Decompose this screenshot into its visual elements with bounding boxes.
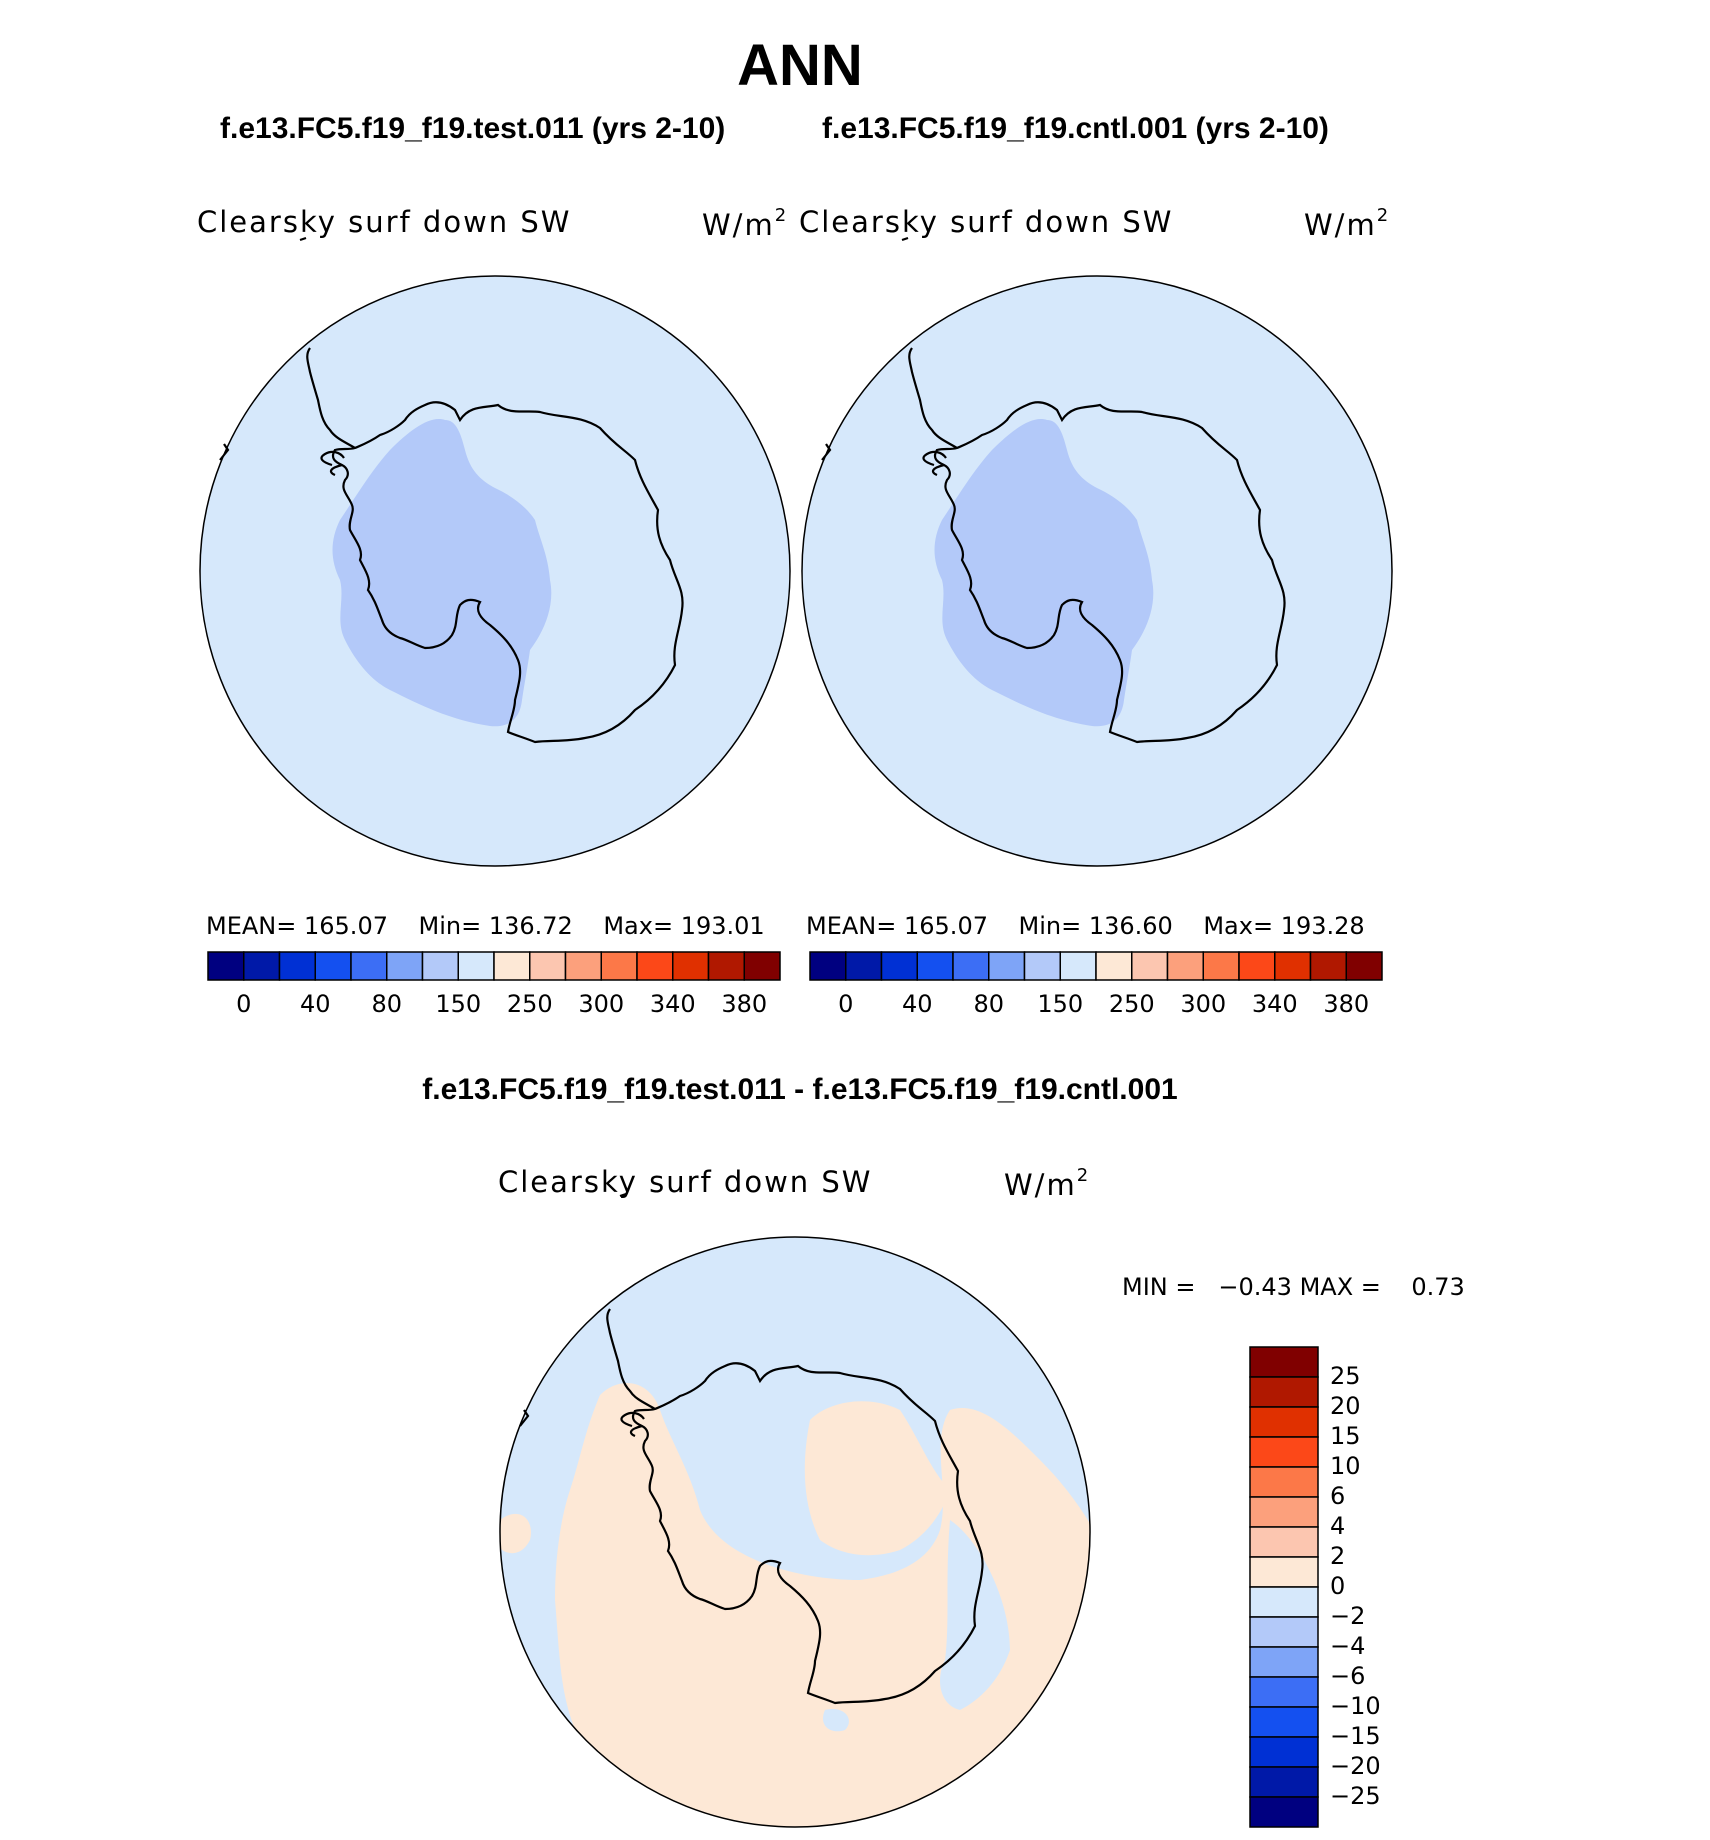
difference-colorbar-tick: 20 <box>1330 1392 1361 1420</box>
difference-colorbar <box>1249 1346 1319 1828</box>
difference-colorbar-box <box>1249 1586 1319 1618</box>
test-colorbar <box>207 951 781 981</box>
difference-colorbar-box <box>1249 1796 1319 1828</box>
test-colorbar-tick: 40 <box>299 990 331 1018</box>
difference-colorbar-tick: 6 <box>1330 1482 1346 1510</box>
difference-colorbar-box <box>1249 1436 1319 1468</box>
control-colorbar-tick: 300 <box>1180 990 1227 1018</box>
test-colorbar-box <box>529 951 567 981</box>
difference-colorbar-ticks: 25 20 15 10 6 4 2 0 −2 −4 −6 −10 −15 −20 −25 <box>1330 1347 1410 1827</box>
difference-colorbar-box <box>1249 1376 1319 1408</box>
test-colorbar-box <box>350 951 388 981</box>
test-case-title: f.e13.FC5.f19_f19.test.011 (yrs 2-10) <box>220 112 726 145</box>
difference-minmax: MIN = −0.43 MAX = 0.73 <box>1122 1273 1465 1301</box>
difference-colorbar-box <box>1249 1406 1319 1438</box>
control-colorbar-box <box>1345 951 1383 981</box>
test-stats: MEAN= 165.07 Min= 136.72 Max= 193.01 <box>206 912 765 940</box>
test-colorbar-tick: 380 <box>721 990 768 1018</box>
control-colorbar-box <box>1309 951 1347 981</box>
difference-colorbar-tick: −4 <box>1330 1632 1366 1660</box>
difference-colorbar-tick: −2 <box>1330 1602 1366 1630</box>
test-colorbar-tick: 150 <box>435 990 482 1018</box>
difference-colorbar-box <box>1249 1526 1319 1558</box>
control-colorbar <box>809 951 1383 981</box>
difference-colorbar-tick: 4 <box>1330 1512 1346 1540</box>
test-colorbar-tick: 340 <box>649 990 696 1018</box>
difference-colorbar-tick: −10 <box>1330 1692 1381 1720</box>
control-colorbar-tick: 380 <box>1323 990 1370 1018</box>
difference-colorbar-box <box>1249 1766 1319 1798</box>
difference-colorbar-box <box>1249 1736 1319 1768</box>
control-colorbar-box <box>1131 951 1169 981</box>
control-colorbar-tick: 340 <box>1251 990 1298 1018</box>
test-colorbar-ticks: 0 40 80 150 250 300 340 380 <box>208 990 780 1020</box>
difference-colorbar-tick: 15 <box>1330 1422 1361 1450</box>
test-colorbar-box <box>600 951 638 981</box>
test-colorbar-box <box>207 951 245 981</box>
difference-colorbar-box <box>1249 1616 1319 1648</box>
difference-title: f.e13.FC5.f19_f19.test.011 - f.e13.FC5.f… <box>422 1073 1178 1106</box>
test-colorbar-box <box>636 951 674 981</box>
control-colorbar-box <box>952 951 990 981</box>
control-colorbar-box <box>916 951 954 981</box>
test-colorbar-box <box>278 951 316 981</box>
control-colorbar-tick: 40 <box>901 990 933 1018</box>
control-colorbar-tick: 150 <box>1037 990 1084 1018</box>
test-colorbar-box <box>457 951 495 981</box>
difference-colorbar-tick: −6 <box>1330 1662 1366 1690</box>
test-colorbar-tick: 300 <box>578 990 625 1018</box>
control-colorbar-box <box>1238 951 1276 981</box>
test-colorbar-box <box>493 951 531 981</box>
test-colorbar-box <box>243 951 281 981</box>
difference-colorbar-tick: −25 <box>1330 1782 1381 1810</box>
test-colorbar-tick: 0 <box>236 990 252 1018</box>
test-units-label: W/m2 <box>702 205 789 242</box>
test-colorbar-box <box>564 951 602 981</box>
test-colorbar-tick: 80 <box>371 990 403 1018</box>
difference-colorbar-box <box>1249 1646 1319 1678</box>
difference-colorbar-tick: 2 <box>1330 1542 1346 1570</box>
control-colorbar-box <box>1095 951 1133 981</box>
difference-colorbar-box <box>1249 1346 1319 1378</box>
control-units-label: W/m2 <box>1304 205 1391 242</box>
test-colorbar-box <box>421 951 459 981</box>
control-colorbar-tick: 250 <box>1108 990 1155 1018</box>
control-colorbar-ticks: 0 40 80 150 250 300 340 380 <box>810 990 1382 1020</box>
control-colorbar-box <box>845 951 883 981</box>
control-colorbar-box <box>1023 951 1061 981</box>
main-title: ANN <box>737 33 863 98</box>
test-colorbar-box <box>672 951 710 981</box>
control-colorbar-box <box>1202 951 1240 981</box>
difference-units-label: W/m2 <box>1004 1165 1091 1202</box>
test-colorbar-box <box>386 951 424 981</box>
difference-colorbar-box <box>1249 1466 1319 1498</box>
difference-variable-label: Clearsky surf down SW <box>498 1165 873 1199</box>
difference-colorbar-tick: −20 <box>1330 1752 1381 1780</box>
difference-colorbar-box <box>1249 1676 1319 1708</box>
control-colorbar-box <box>988 951 1026 981</box>
difference-colorbar-tick: 0 <box>1330 1572 1346 1600</box>
test-colorbar-box <box>743 951 781 981</box>
test-colorbar-tick: 250 <box>506 990 553 1018</box>
difference-colorbar-box <box>1249 1556 1319 1588</box>
difference-colorbar-box <box>1249 1706 1319 1738</box>
test-colorbar-box <box>707 951 745 981</box>
control-colorbar-tick: 80 <box>973 990 1005 1018</box>
control-case-title: f.e13.FC5.f19_f19.cntl.001 (yrs 2-10) <box>822 112 1329 145</box>
difference-colorbar-tick: 10 <box>1330 1452 1361 1480</box>
control-colorbar-tick: 0 <box>838 990 854 1018</box>
control-colorbar-box <box>1166 951 1204 981</box>
difference-colorbar-tick: −15 <box>1330 1722 1381 1750</box>
test-colorbar-box <box>314 951 352 981</box>
difference-colorbar-box <box>1249 1496 1319 1528</box>
control-colorbar-box <box>880 951 918 981</box>
control-colorbar-box <box>1059 951 1097 981</box>
difference-colorbar-tick: 25 <box>1330 1362 1361 1390</box>
test-variable-label: Clearsky surf down SW <box>197 205 572 239</box>
control-colorbar-box <box>1274 951 1312 981</box>
control-stats: MEAN= 165.07 Min= 136.60 Max= 193.28 <box>806 912 1365 940</box>
control-colorbar-box <box>809 951 847 981</box>
control-variable-label: Clearsky surf down SW <box>799 205 1174 239</box>
